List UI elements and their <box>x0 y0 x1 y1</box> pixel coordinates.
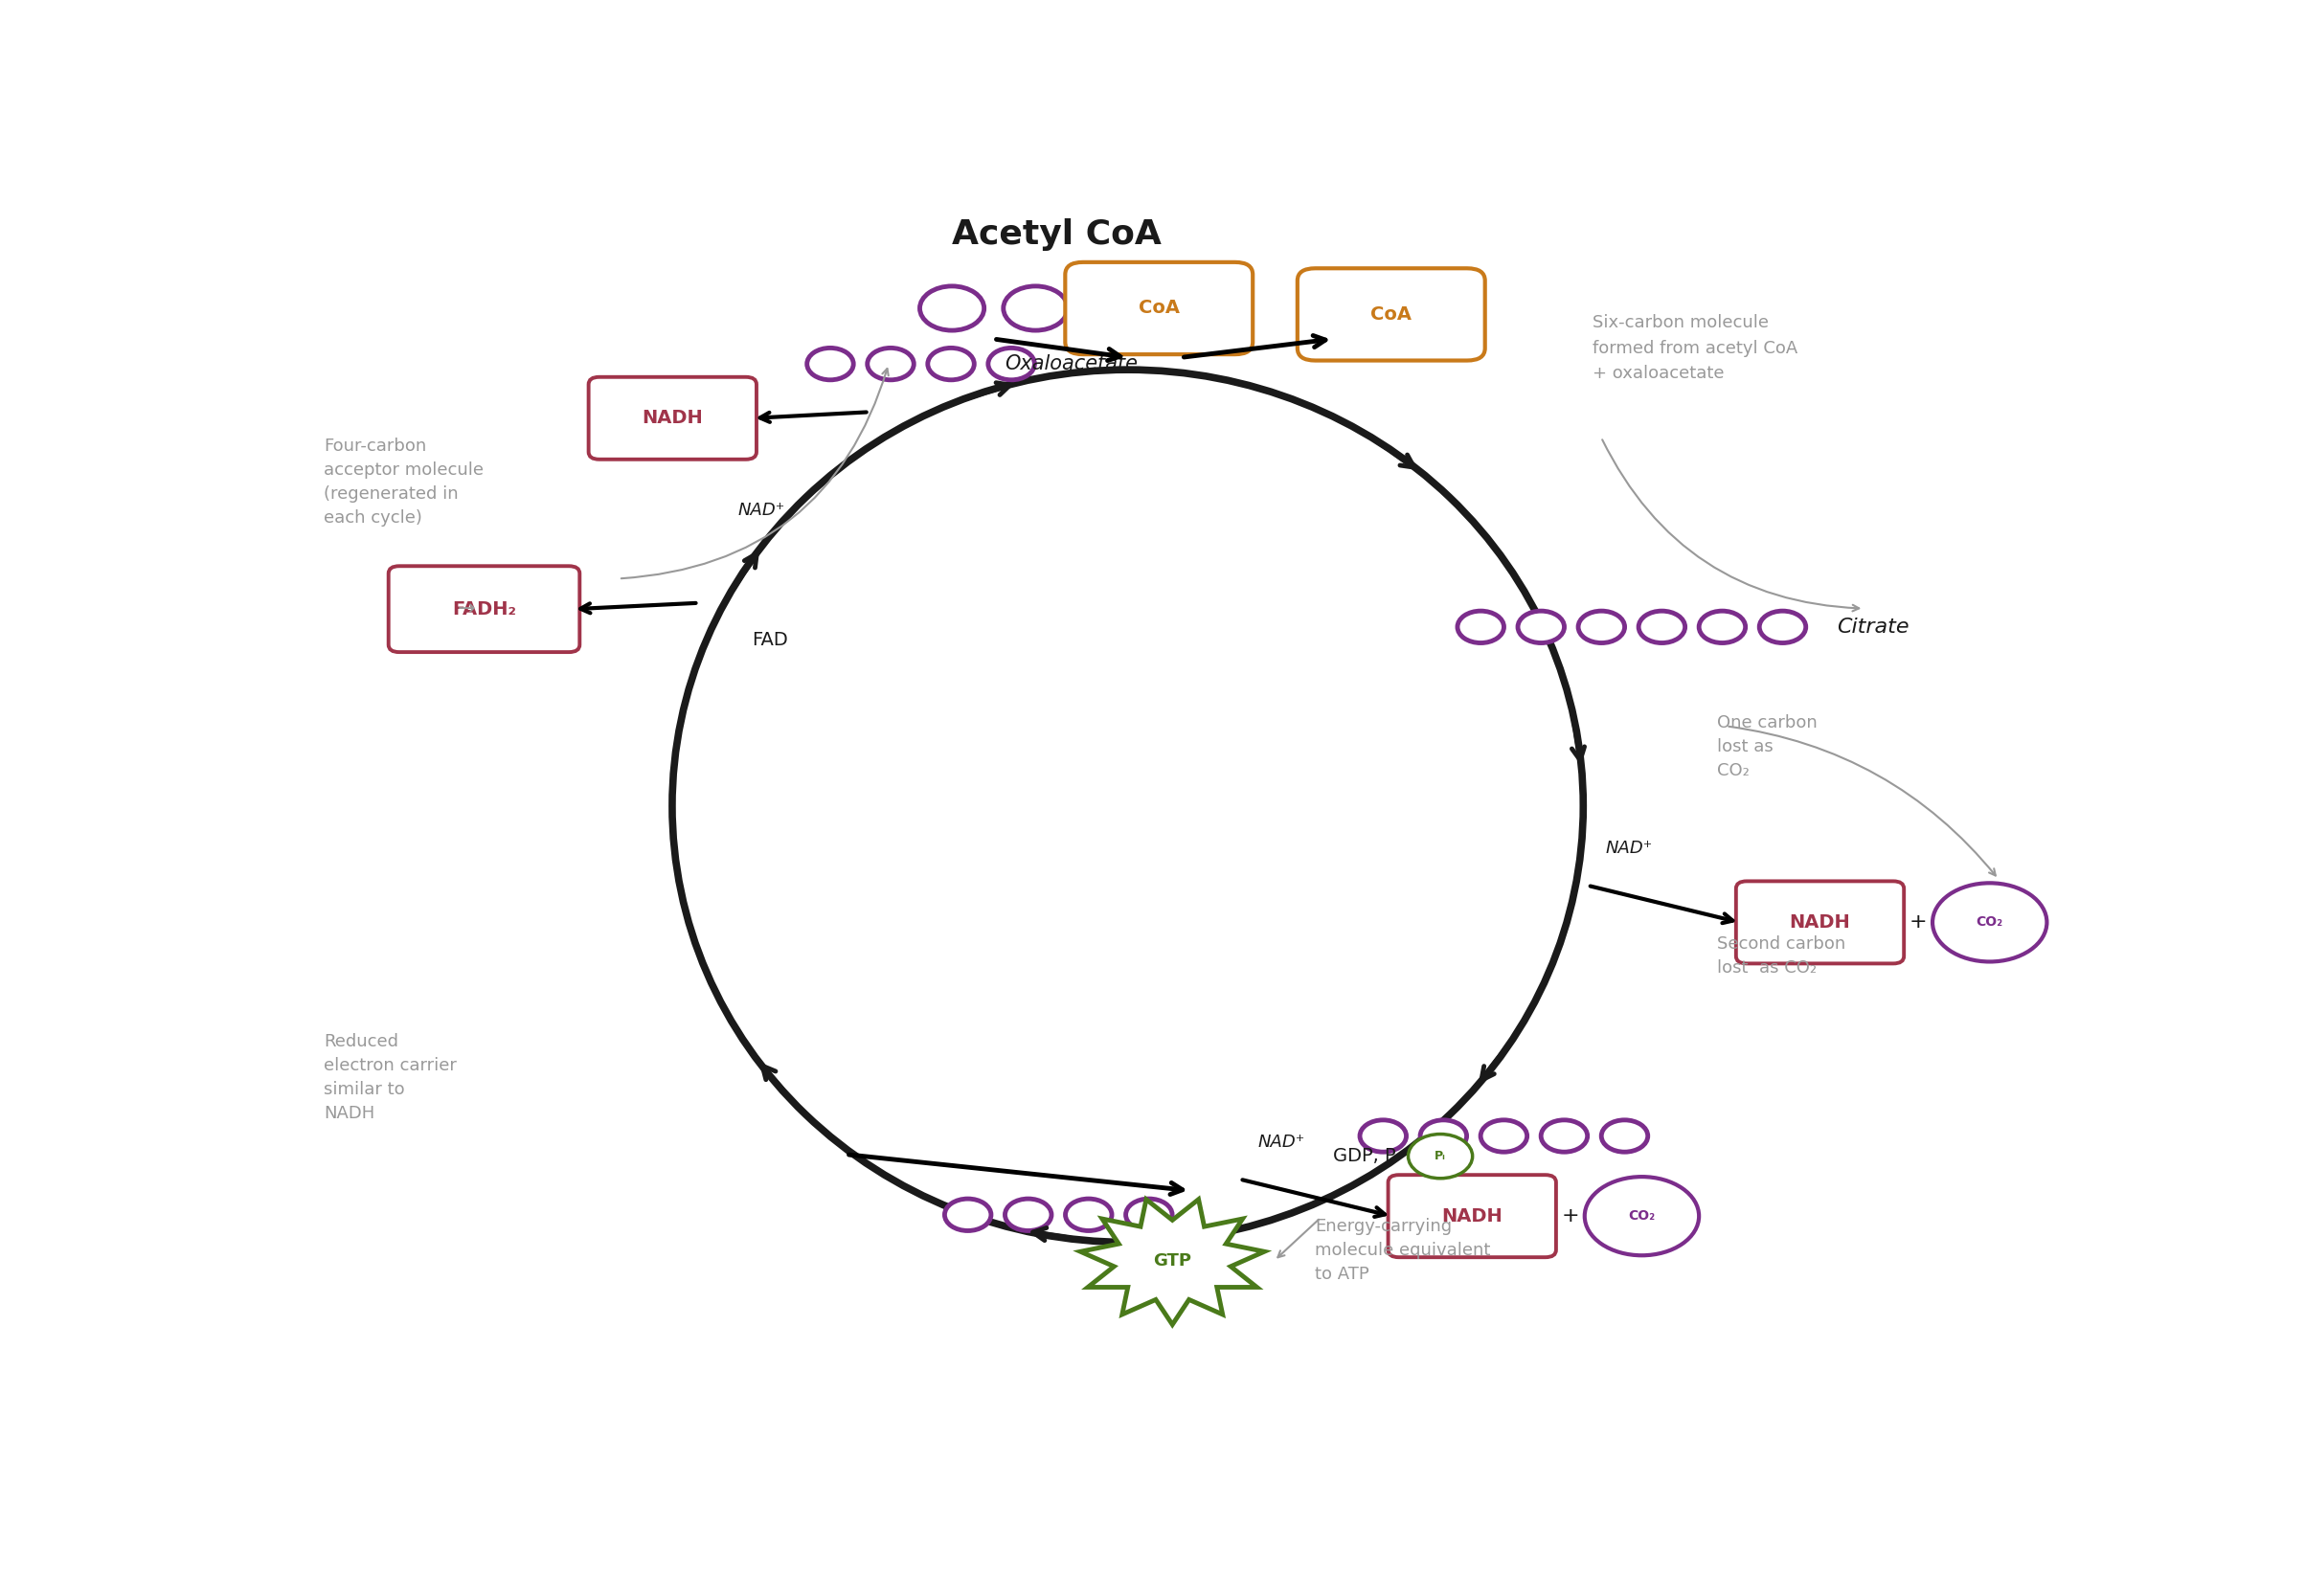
Text: GTP: GTP <box>1152 1253 1192 1269</box>
Circle shape <box>867 348 913 380</box>
Text: CoA: CoA <box>1139 298 1180 318</box>
Circle shape <box>920 286 984 330</box>
Circle shape <box>1699 611 1745 643</box>
Circle shape <box>1457 611 1503 643</box>
Text: NAD⁺: NAD⁺ <box>1607 839 1653 857</box>
Text: Four-carbon
acceptor molecule
(regenerated in
each cycle): Four-carbon acceptor molecule (regenerat… <box>323 437 484 527</box>
FancyBboxPatch shape <box>1736 881 1904 964</box>
Text: NADH: NADH <box>643 409 703 428</box>
Text: +: + <box>1909 913 1927 932</box>
Text: CO₂: CO₂ <box>1627 1210 1655 1223</box>
Circle shape <box>927 348 975 380</box>
Text: Reduced
electron carrier
similar to
NADH: Reduced electron carrier similar to NADH <box>323 1033 456 1122</box>
FancyBboxPatch shape <box>390 567 579 653</box>
FancyBboxPatch shape <box>1065 262 1254 354</box>
Text: Acetyl CoA: Acetyl CoA <box>952 219 1162 251</box>
Text: FADH₂: FADH₂ <box>452 600 516 618</box>
Circle shape <box>1639 611 1685 643</box>
FancyBboxPatch shape <box>1388 1175 1556 1258</box>
Circle shape <box>1519 611 1565 643</box>
Circle shape <box>945 1199 991 1231</box>
Text: CO₂: CO₂ <box>1975 916 2003 929</box>
Text: NADH: NADH <box>1789 913 1851 932</box>
Circle shape <box>1480 1120 1526 1152</box>
Text: Citrate: Citrate <box>1837 618 1909 637</box>
Text: GDP, Pᵢ: GDP, Pᵢ <box>1332 1148 1399 1165</box>
Text: FAD: FAD <box>751 630 788 650</box>
Circle shape <box>1420 1120 1466 1152</box>
Text: One carbon
lost as
CO₂: One carbon lost as CO₂ <box>1717 713 1819 779</box>
Circle shape <box>1065 1199 1111 1231</box>
Text: CoA: CoA <box>1371 305 1411 324</box>
Circle shape <box>1584 1176 1699 1256</box>
Circle shape <box>1360 1120 1406 1152</box>
Circle shape <box>807 348 853 380</box>
Text: →: → <box>456 600 475 619</box>
Circle shape <box>1408 1135 1473 1178</box>
Circle shape <box>1005 1199 1051 1231</box>
Circle shape <box>989 348 1035 380</box>
Text: Energy-carrying
molecule equivalent
to ATP: Energy-carrying molecule equivalent to A… <box>1316 1218 1491 1283</box>
FancyBboxPatch shape <box>588 377 756 460</box>
Circle shape <box>1125 1199 1173 1231</box>
Circle shape <box>1579 611 1625 643</box>
Text: Pᵢ: Pᵢ <box>1434 1151 1445 1162</box>
Text: NAD⁺: NAD⁺ <box>1259 1133 1305 1151</box>
Text: Second carbon
lost  as CO₂: Second carbon lost as CO₂ <box>1717 935 1846 977</box>
Text: NAD⁺: NAD⁺ <box>738 501 786 519</box>
Circle shape <box>1003 286 1067 330</box>
Text: +: + <box>1560 1207 1579 1226</box>
FancyBboxPatch shape <box>1298 268 1484 361</box>
Circle shape <box>1602 1120 1648 1152</box>
Text: Six-carbon molecule
formed from acetyl CoA
+ oxaloacetate: Six-carbon molecule formed from acetyl C… <box>1593 314 1798 381</box>
Polygon shape <box>1081 1199 1265 1325</box>
Circle shape <box>1759 611 1805 643</box>
Text: Oxaloacetate: Oxaloacetate <box>1005 354 1139 373</box>
Circle shape <box>1932 883 2047 962</box>
Circle shape <box>1542 1120 1588 1152</box>
Text: NADH: NADH <box>1441 1207 1503 1226</box>
